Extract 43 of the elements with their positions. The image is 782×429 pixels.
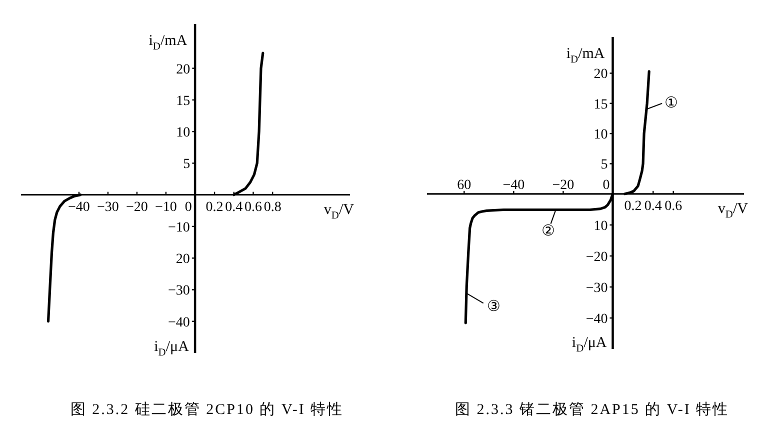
x-axis-title: v$_{D}$/V [718,200,748,220]
annotation: ③ [486,299,500,316]
x-tick-label: 0 [184,200,192,215]
y-tick-label: 15 [594,97,608,112]
annotation: ② [541,224,554,240]
x-tick-label: 0.2 [624,198,642,214]
y-tick-label: −20 [586,250,608,265]
x-tick-label: −20 [126,200,148,215]
x-tick-label: −10 [154,200,177,215]
y-tick-label: −40 [586,312,608,327]
y-tick-label: 10 [176,126,190,141]
y-tick-label: 15 [176,94,190,109]
x-tick-label: 0.8 [264,200,282,215]
x-axis-title: v$_{D}$/V [324,202,354,222]
x-tick-label: 0.4 [225,200,243,215]
y-axis-title: i$_{D}$/mA [148,33,188,52]
y-tick-label: −30 [586,280,608,296]
x-tick-label: 60 [457,178,472,193]
y-tick-label: 5 [183,157,190,172]
x-tick-label: 0.2 [206,200,224,215]
y-tick-label: −40 [168,315,190,330]
y-tick-label: 10 [594,218,608,234]
y-axis-title: i$_{D}$/μA [154,339,190,358]
y-tick-label: 5 [600,158,608,173]
x-tick-label: 0.6 [664,198,682,214]
y-axis-title: i$_{D}$/μA [572,335,607,354]
x-tick-label: 0.6 [244,200,262,215]
x-tick-label: −30 [97,200,119,215]
x-tick-label: −20 [552,178,574,193]
annotation: ① [664,95,678,112]
y-tick-label: 20 [594,67,608,82]
y-axis-title: i$_{D}$/mA [566,46,605,66]
text: 图 2.3.3 锗二极管 2AP15 的 V-I 特性 [454,401,730,418]
y-tick-label: −10 [168,220,190,236]
y-tick-label: 10 [594,128,608,143]
y-tick-label: −30 [168,284,190,299]
x-tick-label: 0.4 [644,198,662,214]
x-tick-label: −40 [502,178,525,193]
text: 图 2.3.2 硅二极管 2CP10 的 V-I 特性 [70,401,344,418]
x-tick-label: −40 [68,200,90,215]
x-tick-label: 0 [602,178,610,193]
y-tick-label: 20 [176,252,190,268]
y-tick-label: 20 [176,62,190,78]
